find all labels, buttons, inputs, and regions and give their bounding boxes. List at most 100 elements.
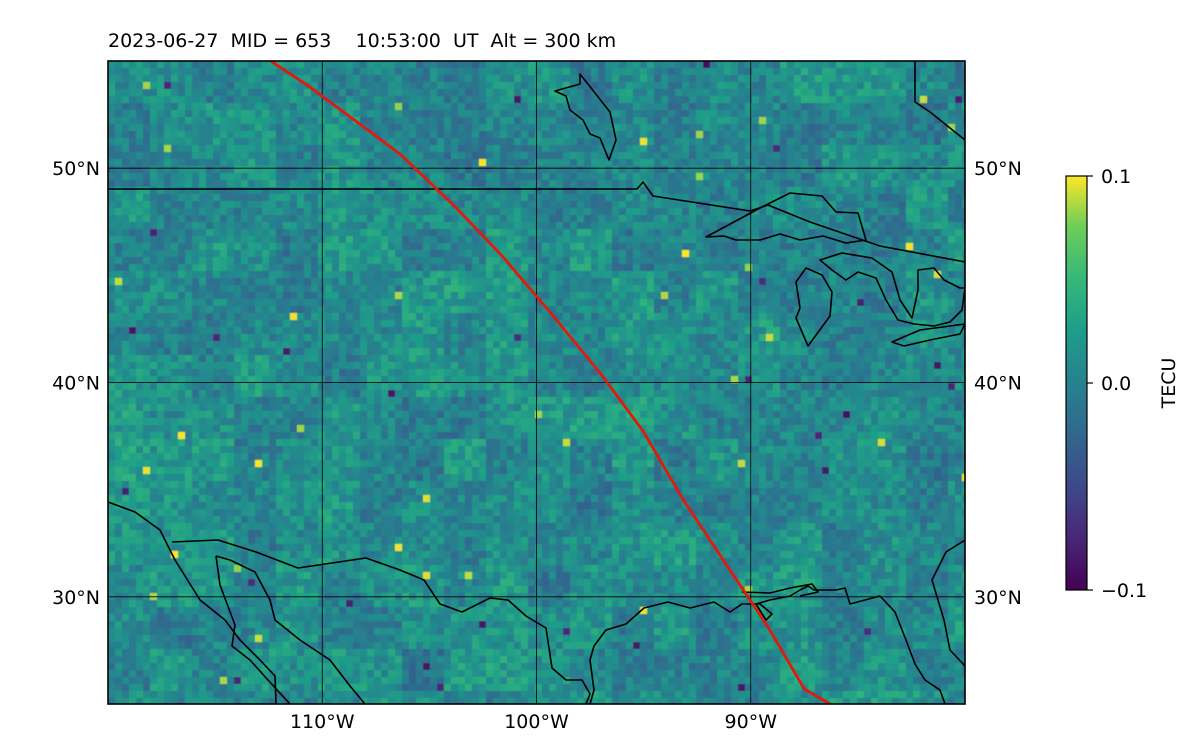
tec-cell <box>444 117 452 125</box>
tec-cell <box>465 117 473 125</box>
tec-cell <box>381 341 389 349</box>
tec-cell <box>192 222 200 230</box>
tec-cell <box>185 173 193 181</box>
tec-cell <box>962 173 965 181</box>
tec-cell <box>906 215 914 223</box>
tec-cell <box>465 313 473 321</box>
tec-cell <box>934 61 942 69</box>
tec-cell <box>955 180 963 188</box>
tec-cell <box>815 285 823 293</box>
tec-cell <box>542 82 550 90</box>
tec-cell <box>262 299 270 307</box>
tec-cell <box>276 194 284 202</box>
tec-cell <box>871 243 879 251</box>
tec-cell <box>724 201 732 209</box>
tec-cell <box>430 166 438 174</box>
tec-cell <box>955 173 963 181</box>
tec-cell <box>668 201 676 209</box>
tec-cell <box>234 243 242 251</box>
tec-cell <box>367 166 375 174</box>
tec-cell <box>339 222 347 230</box>
tec-cell <box>766 180 774 188</box>
tec-cell <box>563 145 571 153</box>
tec-cell <box>402 250 410 258</box>
tec-cell <box>185 257 193 265</box>
tec-cell <box>297 271 305 279</box>
tec-cell <box>122 299 130 307</box>
tec-cell <box>507 124 515 132</box>
tec-cell <box>703 166 711 174</box>
tec-cell <box>192 138 200 146</box>
tec-cell <box>724 313 732 321</box>
tec-cell <box>689 187 697 195</box>
tec-cell <box>458 194 466 202</box>
tec-cell <box>759 96 767 104</box>
tec-cell <box>444 110 452 118</box>
tec-cell <box>199 82 207 90</box>
tec-cell <box>213 334 221 342</box>
tec-cell <box>227 124 235 132</box>
tec-cell <box>843 138 851 146</box>
tec-cell <box>381 208 389 216</box>
tec-cell <box>360 341 368 349</box>
tec-cell <box>759 61 767 69</box>
tec-cell <box>696 278 704 286</box>
tec-cell <box>899 194 907 202</box>
tec-cell <box>437 292 445 300</box>
tec-cell <box>661 68 669 76</box>
tec-cell <box>822 166 830 174</box>
tec-cell <box>780 131 788 139</box>
tec-cell <box>836 278 844 286</box>
tec-cell <box>724 61 732 69</box>
tec-cell <box>773 173 781 181</box>
tec-cell <box>199 229 207 237</box>
tec-cell <box>780 278 788 286</box>
tec-cell <box>388 75 396 83</box>
tec-cell <box>535 271 543 279</box>
tec-cell <box>262 320 270 328</box>
tec-cell <box>591 61 599 69</box>
tec-cell <box>801 75 809 83</box>
tec-cell <box>563 110 571 118</box>
tec-cell <box>843 201 851 209</box>
tec-cell <box>584 257 592 265</box>
tec-cell <box>465 173 473 181</box>
tec-cell <box>171 299 179 307</box>
tec-cell <box>570 201 578 209</box>
tec-cell <box>640 271 648 279</box>
tec-cell <box>752 222 760 230</box>
tec-cell <box>885 82 893 90</box>
tec-cell <box>416 278 424 286</box>
tec-cell <box>829 110 837 118</box>
tec-cell <box>612 313 620 321</box>
tec-cell <box>836 61 844 69</box>
tec-cell <box>619 124 627 132</box>
tec-cell <box>913 103 921 111</box>
tec-cell <box>178 180 186 188</box>
tec-cell <box>255 187 263 195</box>
tec-cell <box>682 117 690 125</box>
tec-cell <box>318 278 326 286</box>
tec-cell <box>206 110 214 118</box>
tec-cell <box>577 89 585 97</box>
tec-cell <box>710 306 718 314</box>
tec-cell <box>164 145 172 153</box>
tec-cell <box>570 68 578 76</box>
tec-cell <box>486 334 494 342</box>
tec-cell <box>255 292 263 300</box>
tec-cell <box>220 243 228 251</box>
tec-cell <box>934 152 942 160</box>
tec-cell <box>108 208 116 216</box>
tec-cell <box>220 145 228 153</box>
tec-cell <box>234 75 242 83</box>
tec-cell <box>857 110 865 118</box>
tec-cell <box>598 215 606 223</box>
tec-cell <box>290 334 298 342</box>
tec-cell <box>402 68 410 76</box>
tec-cell <box>717 208 725 216</box>
tec-cell <box>241 299 249 307</box>
tec-cell <box>668 166 676 174</box>
tec-cell <box>766 285 774 293</box>
tec-cell <box>297 194 305 202</box>
tec-cell <box>542 166 550 174</box>
